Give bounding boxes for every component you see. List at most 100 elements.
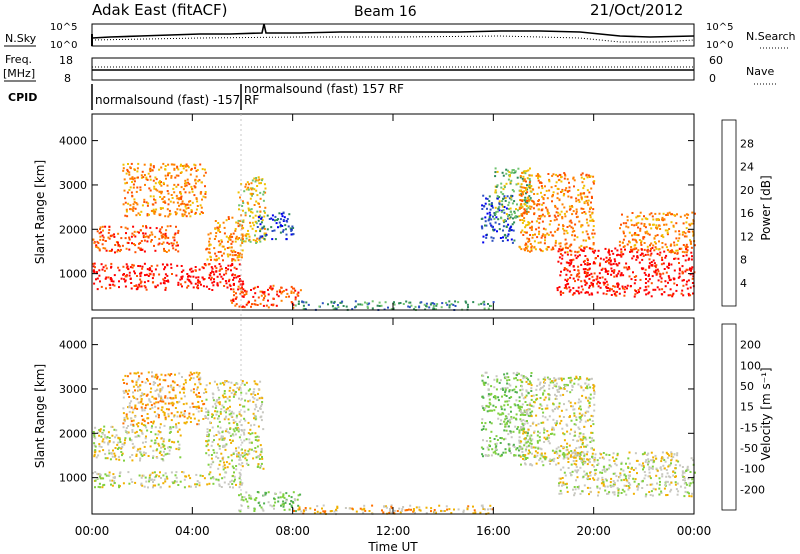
echo-cell-0-11 bbox=[690, 269, 692, 272]
echo-cell-1-3 bbox=[228, 399, 231, 402]
echo-cell-1-6 bbox=[517, 404, 520, 407]
echo-cell-0-2 bbox=[180, 171, 183, 174]
echo-cell-0-2 bbox=[123, 178, 126, 181]
echo-cell-0-0 bbox=[204, 264, 207, 267]
echo-cell-0-2 bbox=[167, 174, 169, 177]
echo-cell-1-3 bbox=[212, 393, 215, 396]
echo-cell-1-1 bbox=[144, 452, 147, 455]
echo-cell-1-5 bbox=[351, 507, 354, 510]
echo-cell-1-1 bbox=[142, 451, 145, 454]
echo-cell-1-1 bbox=[135, 455, 138, 457]
echo-cell-1-7 bbox=[569, 391, 572, 394]
echo-cell-1-1 bbox=[94, 437, 97, 440]
echo-cell-0-0 bbox=[228, 278, 231, 281]
echo-cell-1-6 bbox=[508, 447, 511, 450]
echo-cell-0-11 bbox=[583, 270, 586, 273]
echo-cell-0-0 bbox=[96, 288, 99, 291]
echo-cell-0-7 bbox=[454, 300, 457, 303]
echo-cell-1-3 bbox=[219, 412, 222, 415]
echo-cell-1-7 bbox=[528, 449, 530, 452]
echo-cell-1-6 bbox=[494, 446, 497, 449]
echo-cell-1-2 bbox=[132, 408, 135, 411]
echo-cell-1-2 bbox=[128, 402, 131, 405]
echo-cell-0-10 bbox=[566, 226, 569, 228]
echo-cell-0-10 bbox=[539, 175, 542, 178]
echo-cell-0-5 bbox=[262, 298, 265, 301]
echo-cell-1-0 bbox=[183, 478, 186, 481]
echo-cell-0-11 bbox=[661, 256, 663, 259]
echo-cell-0-12 bbox=[670, 221, 673, 224]
echo-cell-1-0 bbox=[118, 486, 121, 489]
echo-cell-1-1 bbox=[98, 450, 101, 453]
echo-cell-0-6 bbox=[278, 221, 281, 224]
echo-cell-1-0 bbox=[239, 475, 242, 478]
echo-cell-0-9 bbox=[495, 211, 498, 213]
echo-cell-0-2 bbox=[134, 207, 137, 210]
echo-cell-0-11 bbox=[624, 248, 626, 251]
echo-cell-1-1 bbox=[117, 437, 120, 440]
echo-cell-0-7 bbox=[376, 304, 379, 307]
echo-cell-0-7 bbox=[482, 301, 485, 304]
echo-cell-1-7 bbox=[524, 454, 527, 457]
echo-cell-1-7 bbox=[577, 378, 580, 381]
echo-cell-0-4 bbox=[248, 183, 250, 186]
echo-cell-0-2 bbox=[176, 201, 179, 204]
echo-cell-1-2 bbox=[141, 408, 144, 410]
echo-cell-0-5 bbox=[245, 293, 248, 295]
echo-cell-0-12 bbox=[658, 240, 660, 243]
echo-cell-1-7 bbox=[551, 387, 554, 390]
echo-cell-1-5 bbox=[361, 508, 364, 511]
echo-cell-1-1 bbox=[167, 446, 170, 449]
echo-cell-1-0 bbox=[173, 480, 176, 483]
echo-cell-1-7 bbox=[540, 404, 543, 407]
echo-cell-1-4 bbox=[274, 501, 277, 504]
echo-cell-1-6 bbox=[482, 428, 485, 430]
echo-cell-0-11 bbox=[577, 290, 580, 293]
echo-cell-0-0 bbox=[215, 270, 218, 273]
echo-cell-1-2 bbox=[146, 378, 148, 381]
echo-cell-1-7 bbox=[572, 451, 575, 454]
echo-cell-0-10 bbox=[577, 189, 580, 191]
echo-cell-0-10 bbox=[534, 233, 536, 236]
echo-cell-0-7 bbox=[472, 301, 475, 304]
echo-cell-0-10 bbox=[591, 212, 594, 215]
echo-cell-1-7 bbox=[529, 442, 532, 445]
echo-cell-1-4 bbox=[285, 492, 288, 495]
echo-cell-1-1 bbox=[168, 449, 171, 452]
echo-cell-1-7 bbox=[573, 412, 576, 415]
echo-cell-0-11 bbox=[673, 257, 676, 260]
echo-cell-0-12 bbox=[639, 227, 642, 230]
echo-cell-1-2 bbox=[183, 388, 186, 391]
echo-cell-1-5 bbox=[313, 512, 316, 515]
echo-cell-0-7 bbox=[432, 308, 435, 311]
echo-cell-1-0 bbox=[175, 476, 178, 479]
echo-cell-1-2 bbox=[178, 372, 181, 375]
echo-cell-1-3 bbox=[204, 407, 207, 410]
echo-cell-1-6 bbox=[530, 372, 533, 374]
echo-cell-0-11 bbox=[614, 247, 617, 250]
echo-cell-0-0 bbox=[93, 270, 96, 273]
echo-cell-1-1 bbox=[135, 453, 138, 456]
echo-cell-1-3 bbox=[261, 401, 264, 403]
echo-cell-0-10 bbox=[528, 181, 531, 184]
echo-cell-1-2 bbox=[159, 390, 162, 393]
echo-cell-0-10 bbox=[593, 180, 596, 183]
echo-cell-0-12 bbox=[637, 221, 640, 224]
echo-cell-0-2 bbox=[154, 199, 157, 201]
echo-cell-1-6 bbox=[493, 438, 496, 440]
echo-cell-0-0 bbox=[180, 276, 183, 279]
echo-cell-0-11 bbox=[610, 273, 613, 276]
echo-cell-1-6 bbox=[518, 439, 521, 442]
echo-cell-1-3 bbox=[216, 399, 219, 402]
echo-cell-0-6 bbox=[261, 235, 264, 238]
echo-cell-0-0 bbox=[128, 274, 131, 277]
echo-cell-0-12 bbox=[622, 230, 625, 233]
echo-cell-1-7 bbox=[552, 403, 555, 406]
echo-cell-1-8 bbox=[564, 483, 567, 486]
echo-cell-1-8 bbox=[567, 467, 570, 469]
echo-cell-0-12 bbox=[630, 246, 633, 248]
echo-cell-1-0 bbox=[201, 475, 204, 477]
echo-cell-0-10 bbox=[587, 236, 590, 239]
echo-cell-0-10 bbox=[578, 200, 581, 203]
echo-cell-0-11 bbox=[580, 280, 583, 283]
